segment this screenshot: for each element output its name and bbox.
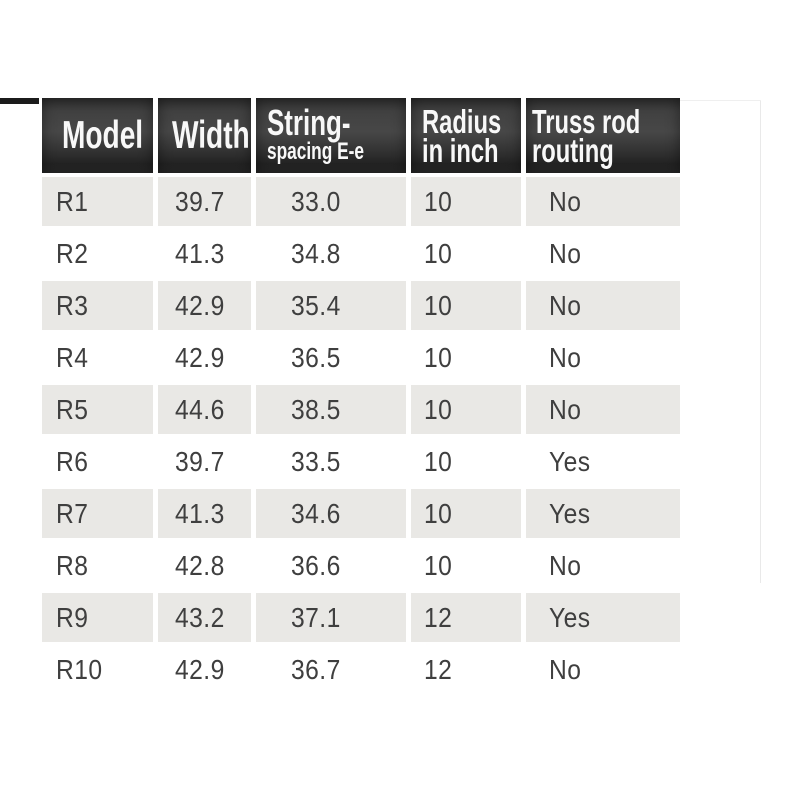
cell-width: 39.7 [175, 445, 225, 477]
cell-radius: 10 [424, 549, 453, 581]
cell-width: 42.8 [175, 549, 225, 581]
cell-truss-rod: Yes [526, 593, 680, 642]
header-label-model: Model [62, 113, 144, 157]
table-row: R7 41.3 34.6 10 Yes [42, 489, 680, 541]
header-cell-radius: Radius in inch [411, 98, 521, 173]
cell-width: 44.6 [158, 385, 251, 434]
header-cell-truss-rod: Truss rod routing [526, 98, 680, 173]
cell-radius: 10 [411, 385, 521, 434]
cell-truss-rod: No [526, 281, 680, 330]
cell-truss-rod: No [526, 177, 680, 226]
cell-truss-rod: No [549, 341, 582, 373]
cell-radius: 10 [424, 237, 453, 269]
cell-string-spacing: 34.8 [291, 237, 341, 269]
cell-radius: 10 [424, 341, 453, 373]
table-row: R10 42.9 36.7 12 No [42, 645, 680, 697]
cell-string-spacing: 36.5 [291, 341, 341, 373]
cell-radius: 10 [424, 445, 453, 477]
page-edge-line-horizontal [677, 100, 761, 101]
cell-radius: 12 [424, 653, 453, 685]
cell-model: R7 [42, 489, 153, 538]
cell-width: 39.7 [158, 177, 251, 226]
cell-truss-rod: No [549, 237, 582, 269]
table-body: R1 39.7 33.0 10 No R2 41.3 34.8 10 No R3… [42, 177, 680, 697]
table-row: R4 42.9 36.5 10 No [42, 333, 680, 385]
table-row: R2 41.3 34.8 10 No [42, 229, 680, 281]
cell-width: 41.3 [175, 237, 225, 269]
table-header-row: Model Width String- spacing E-e Radius i… [42, 98, 680, 173]
cell-truss-rod: No [526, 385, 680, 434]
cell-width: 43.2 [158, 593, 251, 642]
header-cell-string-spacing: String- spacing E-e [256, 98, 406, 173]
header-cell-model: Model [42, 98, 153, 173]
cell-truss-rod: Yes [549, 445, 591, 477]
cell-width: 41.3 [158, 489, 251, 538]
cell-radius: 10 [411, 281, 521, 330]
header-label-width: Width [172, 113, 250, 157]
table-row: R6 39.7 33.5 10 Yes [42, 437, 680, 489]
cell-width: 42.9 [158, 281, 251, 330]
cell-truss-rod: No [549, 549, 582, 581]
spec-table: Model Width String- spacing E-e Radius i… [42, 98, 680, 697]
cell-model: R2 [56, 237, 89, 269]
table-row: R3 42.9 35.4 10 No [42, 281, 680, 333]
cell-radius: 10 [411, 489, 521, 538]
header-label-string: String- [267, 101, 351, 143]
header-sublabel-spacing: spacing E-e [267, 137, 364, 165]
cell-model: R1 [42, 177, 153, 226]
header-sublabel-in-inch: in inch [422, 131, 499, 169]
header-sublabel-routing: routing [532, 131, 614, 169]
page-edge-line-vertical [760, 100, 761, 583]
cell-radius: 12 [411, 593, 521, 642]
table-row: R9 43.2 37.1 12 Yes [42, 593, 680, 645]
cell-width: 42.9 [175, 653, 225, 685]
cell-string-spacing: 36.7 [291, 653, 341, 685]
cell-model: R4 [56, 341, 89, 373]
cell-truss-rod: No [549, 653, 582, 685]
cell-width: 42.9 [175, 341, 225, 373]
cell-truss-rod: Yes [526, 489, 680, 538]
cell-model: R5 [42, 385, 153, 434]
table-row: R5 44.6 38.5 10 No [42, 385, 680, 437]
cell-model: R8 [56, 549, 89, 581]
cell-model: R10 [56, 653, 103, 685]
cell-radius: 10 [411, 177, 521, 226]
cell-string-spacing: 37.1 [256, 593, 406, 642]
cell-string-spacing: 33.5 [291, 445, 341, 477]
cell-string-spacing: 38.5 [256, 385, 406, 434]
cell-model: R3 [42, 281, 153, 330]
table-row: R8 42.8 36.6 10 No [42, 541, 680, 593]
scan-edge-bar [0, 98, 39, 104]
cell-string-spacing: 34.6 [256, 489, 406, 538]
table-row: R1 39.7 33.0 10 No [42, 177, 680, 229]
cell-string-spacing: 35.4 [256, 281, 406, 330]
header-label-radius: Radius [422, 102, 502, 140]
header-label-truss-rod: Truss rod [532, 102, 641, 140]
cell-model: R6 [56, 445, 89, 477]
cell-model: R9 [42, 593, 153, 642]
header-cell-width: Width [158, 98, 251, 173]
cell-string-spacing: 36.6 [291, 549, 341, 581]
cell-string-spacing: 33.0 [256, 177, 406, 226]
